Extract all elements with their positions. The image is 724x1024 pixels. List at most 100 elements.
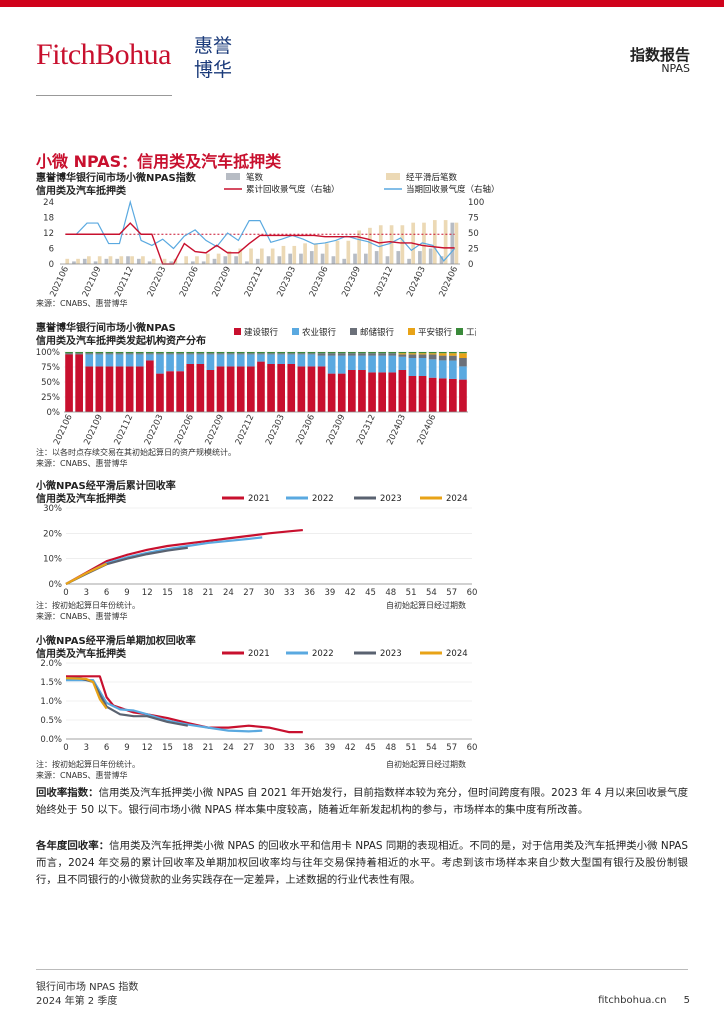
- bar-smoothed-count: [238, 248, 243, 264]
- stacked-bar-3: [125, 353, 134, 355]
- footer-site-link[interactable]: fitchbohua.cn: [598, 995, 667, 1006]
- stacked-bar-2: [307, 354, 316, 367]
- stacked-bar-3: [438, 355, 447, 361]
- stacked-bar-3: [236, 353, 245, 355]
- legend-label: 2024: [446, 649, 468, 659]
- y-left-tick-label: 18: [43, 214, 54, 224]
- stacked-bar-5: [327, 352, 336, 354]
- stacked-bar-2: [378, 355, 386, 373]
- stacked-bar-5: [105, 352, 114, 354]
- bar-count: [309, 251, 314, 264]
- stacked-bar-5: [348, 352, 356, 354]
- y-tick-label: 20%: [43, 529, 62, 539]
- y-left-tick-label: 24: [43, 198, 54, 208]
- x-tick-label: 51: [406, 588, 417, 598]
- legend-label: 工商银行: [466, 327, 476, 338]
- stacked-bar-1: [307, 366, 316, 412]
- stacked-bar-3: [247, 353, 255, 355]
- legend-swatch: [292, 328, 299, 335]
- bar-count: [82, 258, 87, 264]
- bar-smoothed-count: [249, 248, 253, 264]
- stacked-bar-5: [65, 352, 73, 354]
- stacked-bar-5: [418, 352, 427, 354]
- x-tick-label: 27: [243, 743, 254, 753]
- x-tick-label: 9: [124, 588, 129, 598]
- x-tick-label: 30: [264, 743, 275, 753]
- bar-count: [136, 258, 141, 264]
- y-tick-label: 10%: [43, 555, 62, 565]
- y-tick-label: 100%: [36, 348, 60, 358]
- y-tick-label: 1.0%: [40, 697, 62, 707]
- bar-count: [104, 258, 109, 264]
- stacked-bar-4: [449, 353, 457, 356]
- x-tick-label: 202203: [143, 413, 166, 446]
- stacked-bar-4: [428, 353, 437, 355]
- bar-count: [331, 256, 336, 264]
- bar-count: [115, 258, 120, 264]
- stacked-bar-3: [95, 353, 104, 355]
- stacked-bar-3: [408, 354, 417, 358]
- paragraph1-text: 信用类及汽车抵押类小微 NPAS 自 2021 年开始发行，目前指数样本较为充分…: [36, 787, 689, 816]
- chart4-title-line2: 信用类及汽车抵押类: [36, 649, 126, 660]
- chart4-axis-note: 自初始起算日经过期数: [386, 760, 466, 769]
- stacked-bar-1: [65, 354, 73, 412]
- x-tick-label: 3: [84, 743, 89, 753]
- x-tick-label: 6: [104, 588, 109, 598]
- stacked-bar-2: [358, 355, 366, 370]
- series-line-2021: [66, 675, 303, 734]
- bar-count: [439, 256, 444, 264]
- stacked-bar-2: [115, 354, 124, 367]
- x-tick-label: 202209: [211, 265, 234, 298]
- legend-label: 农业银行: [302, 327, 337, 338]
- stacked-bar-2: [459, 366, 467, 380]
- stacked-bar-2: [297, 354, 306, 367]
- stacked-bar-1: [368, 372, 376, 412]
- x-tick-label: 202303: [264, 413, 287, 446]
- bar-count: [169, 261, 174, 264]
- stacked-bar-3: [388, 353, 397, 356]
- bar-smoothed-count: [87, 256, 91, 264]
- bar-smoothed-count: [324, 243, 329, 264]
- stacked-bar-5: [317, 352, 326, 354]
- bar-count: [353, 253, 357, 264]
- bar-smoothed-count: [76, 258, 80, 264]
- brand-logo[interactable]: FitchBohua: [36, 38, 172, 72]
- bar-smoothed-count: [130, 256, 134, 264]
- bar-count: [277, 256, 282, 264]
- x-tick-label: 36: [304, 588, 315, 598]
- stacked-bar-5: [277, 352, 285, 354]
- x-tick-label: 12: [142, 588, 153, 598]
- stacked-bar-2: [166, 354, 174, 372]
- x-tick-label: 45: [365, 588, 376, 598]
- stacked-bar-2: [226, 354, 235, 367]
- x-tick-label: 202309: [340, 265, 363, 298]
- stacked-bar-3: [196, 353, 205, 355]
- legend-swatch: [386, 173, 400, 180]
- stacked-bar-3: [85, 353, 94, 355]
- stacked-bar-2: [267, 354, 275, 364]
- stacked-bar-3: [206, 353, 215, 355]
- x-tick-label: 202112: [113, 413, 136, 446]
- stacked-bar-1: [226, 366, 235, 412]
- stacked-bar-3: [358, 353, 366, 356]
- paragraph2-text: 信用类及汽车抵押类小微 NPAS 的回收水平和信用卡 NPAS 同期的表现相近。…: [36, 840, 688, 886]
- bar-smoothed-count: [260, 248, 264, 264]
- stacked-bar-5: [459, 352, 467, 354]
- stacked-bar-5: [216, 352, 225, 354]
- stacked-bar-2: [95, 354, 104, 367]
- x-tick-label: 54: [426, 743, 437, 753]
- x-tick-label: 54: [426, 588, 437, 598]
- legend-label: 累计回收景气度（右轴）: [246, 184, 340, 195]
- bar-smoothed-count: [292, 245, 297, 264]
- stacked-bar-3: [277, 353, 285, 355]
- stacked-bar-3: [135, 353, 144, 355]
- x-tick-label: 202312: [373, 265, 396, 298]
- x-tick-label: 6: [104, 743, 109, 753]
- x-tick-label: 42: [345, 743, 356, 753]
- stacked-bar-2: [186, 354, 195, 364]
- x-tick-label: 202303: [275, 265, 298, 298]
- chart2-title-line1: 惠誉博华银行间市场小微NPAS: [36, 323, 176, 334]
- legend-swatch: [350, 328, 357, 335]
- stacked-bar-2: [368, 355, 376, 373]
- footer-info: 银行间市场 NPAS 指数 2024 年第 2 季度: [36, 981, 138, 1009]
